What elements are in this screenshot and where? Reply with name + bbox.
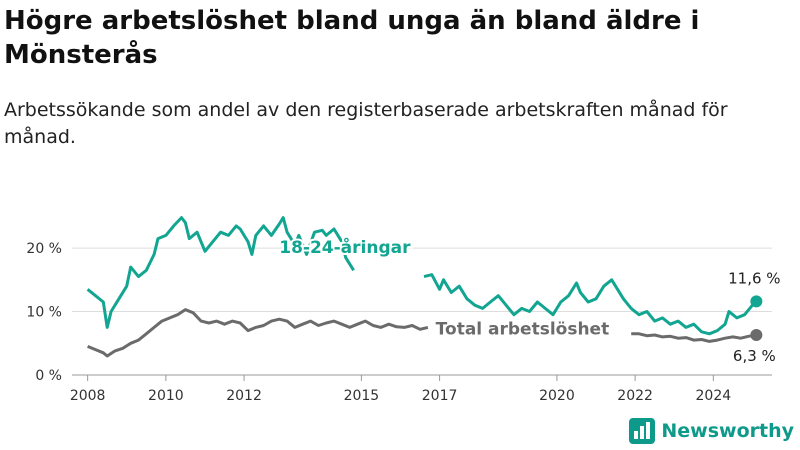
bar-chart-icon [629,418,656,444]
series-line-total-recent [631,332,757,343]
x-tick-label: 2020 [539,388,575,404]
series-line-youth-recent [423,273,758,336]
brand-name: Newsworthy [661,420,794,442]
x-tick-label: 2024 [696,388,732,404]
series-label-youth: 18-24-åringar [279,236,411,258]
x-tick-label: 2017 [422,388,458,404]
x-tick-label: 2008 [70,388,106,404]
series-layer [86,216,763,358]
grid-layer [72,247,772,376]
series-line-total [87,308,429,358]
y-tick-label: 0 % [35,368,62,384]
series-label-total: Total arbetslöshet [436,319,610,339]
chart-subtitle: Arbetssökande som andel av den registerb… [4,99,728,148]
label-layer: 18-24-åringar Total arbetslöshet 11,6 % 6,3… [277,234,780,365]
series-end-point-youth [750,295,763,308]
chart-title: Högre arbetslöshet bland unga än bland ä… [4,6,700,70]
x-tick-label: 2010 [148,388,184,404]
series-line-youth [86,216,355,329]
series-end-point-total [750,329,763,342]
end-value-label-total: 6,3 % [733,347,776,365]
y-tick-label: 20 % [26,241,62,257]
x-tick-label: 2012 [226,388,262,404]
end-value-label-youth: 11,6 % [728,269,780,287]
y-tick-label: 10 % [26,305,62,321]
brand-logo: Newsworthy [629,418,794,444]
x-tick-label: 2022 [617,388,653,404]
axis-layer: 0 % 10 % 20 % 2008 2010 2012 2015 2017 2020 2022 2… [26,241,731,404]
x-tick-label: 2015 [344,388,380,404]
